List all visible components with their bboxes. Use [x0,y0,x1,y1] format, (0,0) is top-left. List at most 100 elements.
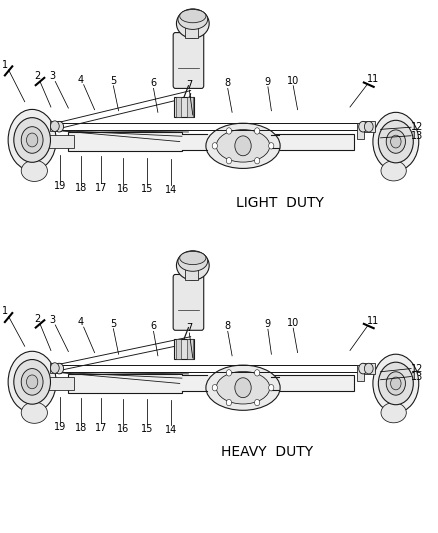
Circle shape [14,360,50,404]
Text: 5: 5 [110,319,117,329]
Text: 13: 13 [411,131,424,141]
Bar [185,22,198,38]
Bar [357,365,364,381]
Text: 5: 5 [110,76,117,86]
Text: 9: 9 [265,319,271,329]
Circle shape [26,375,38,389]
Circle shape [268,143,274,149]
Text: 19: 19 [53,181,66,191]
Circle shape [212,143,217,149]
Circle shape [50,363,59,373]
Bar [68,132,182,151]
Ellipse shape [21,402,47,423]
Ellipse shape [177,251,209,280]
Circle shape [386,130,406,154]
Text: 10: 10 [287,318,299,328]
Bar [68,374,182,393]
Bar [177,375,239,391]
Text: 13: 13 [411,372,424,382]
Text: 6: 6 [151,321,156,332]
Bar [272,375,354,391]
Text: 1: 1 [3,60,9,70]
Text: 3: 3 [49,71,55,82]
Ellipse shape [177,9,209,38]
Ellipse shape [381,161,406,181]
Circle shape [378,362,413,405]
Circle shape [254,399,260,406]
Bar [176,97,181,117]
Circle shape [235,136,251,156]
Circle shape [55,122,64,132]
Circle shape [226,128,232,134]
Circle shape [254,128,260,134]
Text: 12: 12 [411,122,424,132]
Text: 17: 17 [95,423,107,433]
Circle shape [235,378,251,398]
Bar [45,377,74,390]
Text: 8: 8 [225,78,231,88]
Bar [174,97,194,117]
Bar [185,264,198,280]
Text: 14: 14 [165,425,177,435]
Ellipse shape [206,365,280,410]
Ellipse shape [381,402,406,423]
Circle shape [212,384,217,391]
Text: LIGHT  DUTY: LIGHT DUTY [236,196,324,209]
Ellipse shape [216,372,270,404]
Bar [363,122,375,132]
Circle shape [391,377,401,390]
Ellipse shape [8,109,56,171]
Circle shape [364,122,373,132]
Text: 3: 3 [49,315,55,325]
Circle shape [254,370,260,376]
Text: 12: 12 [411,364,424,374]
Circle shape [226,399,232,406]
Text: 11: 11 [367,316,380,326]
Bar [49,122,60,131]
Text: HEAVY  DUTY: HEAVY DUTY [221,445,313,458]
Circle shape [364,364,373,374]
Ellipse shape [21,160,47,181]
Text: 19: 19 [53,422,66,432]
Bar [363,364,375,374]
Circle shape [359,364,367,374]
Text: 16: 16 [117,424,129,434]
Bar [187,97,193,117]
Circle shape [21,368,43,395]
Bar [272,134,354,150]
Circle shape [14,118,50,163]
Text: 8: 8 [225,321,231,332]
Bar [45,135,74,148]
Ellipse shape [178,9,208,29]
Ellipse shape [206,123,280,168]
Ellipse shape [180,10,206,23]
Bar [176,339,181,359]
Circle shape [21,127,43,154]
Bar [357,123,364,139]
Ellipse shape [373,354,419,413]
Circle shape [391,135,401,148]
Ellipse shape [178,251,208,271]
Circle shape [55,364,64,374]
Circle shape [226,370,232,376]
Text: 9: 9 [265,77,271,87]
Text: 14: 14 [165,185,177,195]
Ellipse shape [8,351,56,413]
Text: 10: 10 [287,76,299,86]
Circle shape [268,384,274,391]
FancyBboxPatch shape [173,33,204,88]
Text: 7: 7 [186,80,192,90]
Bar [174,339,194,359]
Text: 2: 2 [34,314,40,324]
Ellipse shape [180,252,206,265]
Circle shape [359,122,367,132]
Bar [187,339,193,359]
Text: 15: 15 [141,424,153,434]
Circle shape [254,158,260,164]
Bar [177,134,239,150]
Text: 1: 1 [3,306,9,317]
Text: 7: 7 [186,323,192,333]
FancyBboxPatch shape [173,274,204,330]
Circle shape [26,133,38,147]
Circle shape [226,158,232,164]
